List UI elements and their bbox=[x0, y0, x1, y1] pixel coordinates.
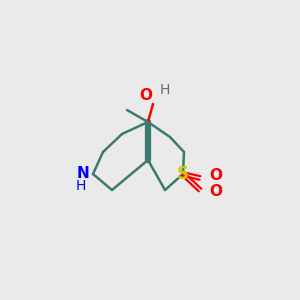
Text: O: O bbox=[209, 169, 222, 184]
Text: S: S bbox=[177, 165, 189, 183]
Text: H: H bbox=[160, 83, 170, 97]
Text: N: N bbox=[76, 167, 89, 182]
Text: O: O bbox=[139, 88, 152, 103]
Text: H: H bbox=[76, 179, 86, 193]
Text: O: O bbox=[209, 184, 222, 200]
